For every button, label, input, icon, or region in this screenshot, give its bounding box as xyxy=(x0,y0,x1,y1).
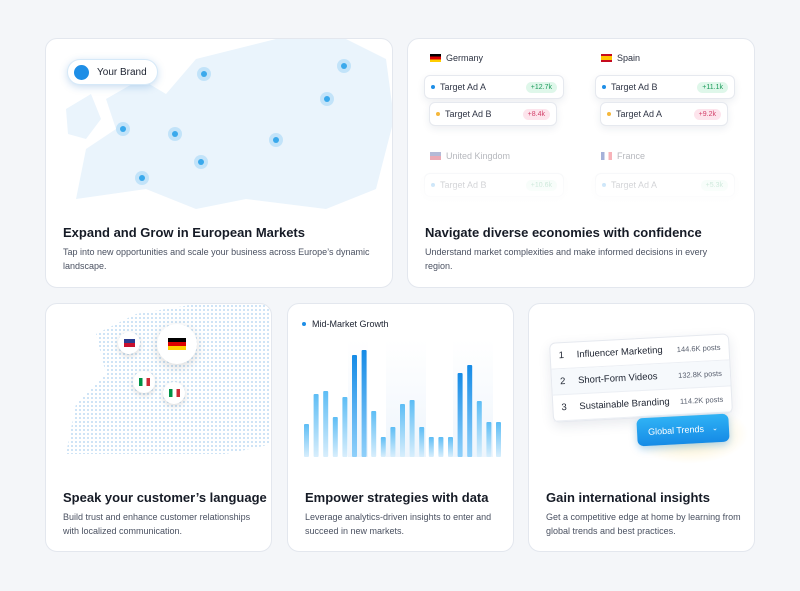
map-dot xyxy=(337,59,351,73)
ad-chip: Target Ad B +11.1k xyxy=(595,75,735,99)
card-language: Speak your customer’s language Build tru… xyxy=(45,303,272,552)
ad-name: Target Ad B xyxy=(445,109,492,119)
country: France xyxy=(601,151,645,161)
ad-name: Target Ad B xyxy=(611,82,658,92)
country: Spain xyxy=(601,53,640,63)
country-name: United Kingdom xyxy=(446,151,511,161)
trend-rank: 1 xyxy=(558,350,565,362)
global-trends-button[interactable]: Global Trends ⌄ xyxy=(636,413,730,447)
flag xyxy=(430,54,441,62)
bar xyxy=(476,401,482,457)
country: United Kingdom xyxy=(430,151,510,161)
bar xyxy=(352,355,357,457)
ad-change: +11.1k xyxy=(697,81,728,93)
ad-name: Target Ad A xyxy=(440,82,487,92)
card-economies: Germany Target Ad A +12.7k Target Ad B +8.4k… xyxy=(407,38,755,288)
map-dot xyxy=(194,155,208,169)
bar xyxy=(400,404,405,457)
bar xyxy=(409,400,415,457)
ad-change: +12.7k xyxy=(525,81,557,93)
ad-name: Target Ad A xyxy=(616,109,663,119)
bar xyxy=(428,437,434,457)
dot xyxy=(607,112,611,116)
card-title: Gain international insights xyxy=(546,490,710,505)
country: Germany xyxy=(430,53,483,63)
card-description: Leverage analytics-driven insights to en… xyxy=(305,512,492,536)
bar-chart xyxy=(304,339,501,457)
flag xyxy=(430,152,441,160)
bar xyxy=(371,411,377,457)
flag xyxy=(601,152,612,160)
chart-label: Mid-Market Growth xyxy=(302,319,389,329)
dot xyxy=(602,85,606,89)
brand-name: Your Brand xyxy=(97,66,147,78)
dot xyxy=(436,112,440,116)
chart-label-text: Mid-Market Growth xyxy=(312,319,389,329)
trend-posts: 114.2K posts xyxy=(679,394,724,406)
bar xyxy=(332,417,338,457)
ad-change: +8.4k xyxy=(522,108,550,120)
bar xyxy=(457,373,463,457)
bar xyxy=(304,424,309,457)
card-data: Mid-Market Growth Empower strategies wit… xyxy=(287,303,514,552)
brand-pill: Your Brand xyxy=(67,59,158,85)
bar xyxy=(486,422,492,457)
flag-pin xyxy=(157,324,197,364)
card-description: Tap into new opportunities and scale you… xyxy=(63,247,370,271)
map-dot xyxy=(135,171,149,185)
ad-chip: Target Ad B +8.4k xyxy=(429,102,557,126)
map xyxy=(66,39,392,209)
trend-list: 1 Influencer Marketing 144.6K posts 2 Short-… xyxy=(549,333,733,423)
ad-chip: Target Ad A +12.7k xyxy=(424,75,564,99)
flag-pin xyxy=(118,332,140,354)
trend-posts: 132.8K posts xyxy=(677,368,723,381)
card-description: Build trust and enhance customer relatio… xyxy=(63,512,251,536)
card-title: Navigate diverse economies with confiden… xyxy=(425,225,702,240)
flag xyxy=(601,54,612,62)
map-dot xyxy=(116,122,130,136)
card-title: Empower strategies with data xyxy=(305,490,489,505)
bar xyxy=(361,350,367,457)
bar xyxy=(313,394,319,457)
ad-change: +9.2k xyxy=(693,108,721,120)
card-markets: Your Brand Expand and Grow in European M… xyxy=(45,38,393,288)
bar xyxy=(496,422,501,457)
country-name: France xyxy=(617,151,646,161)
fade xyxy=(408,169,754,209)
trend-rank: 3 xyxy=(561,401,568,414)
dot-map xyxy=(66,304,271,454)
bar xyxy=(390,427,396,457)
card-description: Understand market complexities and make … xyxy=(425,247,708,271)
trend-name: Short-Form Videos xyxy=(577,371,658,387)
button-label: Global Trends xyxy=(647,423,705,437)
card-title: Expand and Grow in European Markets xyxy=(63,225,305,240)
bar xyxy=(467,365,473,457)
bar xyxy=(380,437,386,457)
card-description: Get a competitive edge at home by learni… xyxy=(546,512,741,536)
card-insights: 1 Influencer Marketing 144.6K posts 2 Short-… xyxy=(528,303,755,552)
trend-name: Sustainable Branding xyxy=(579,396,670,413)
card-title: Speak your customer’s language xyxy=(63,490,267,505)
trend-rank: 2 xyxy=(559,375,566,388)
bar xyxy=(448,437,453,457)
map-dot xyxy=(197,67,211,81)
map-dot xyxy=(269,133,283,147)
country-name: Spain xyxy=(617,53,641,63)
bar xyxy=(419,427,425,457)
country-name: Germany xyxy=(446,53,484,63)
flag-pin xyxy=(133,371,155,393)
trend-name: Influencer Marketing xyxy=(576,344,663,361)
flag-pin xyxy=(163,382,185,404)
trend-posts: 144.6K posts xyxy=(676,342,721,355)
map-dot xyxy=(168,127,182,141)
bar xyxy=(342,397,348,457)
dot xyxy=(431,85,435,89)
bar xyxy=(323,391,329,457)
map-dot xyxy=(320,92,334,106)
ad-chip: Target Ad A +9.2k xyxy=(600,102,728,126)
bar xyxy=(438,437,444,457)
